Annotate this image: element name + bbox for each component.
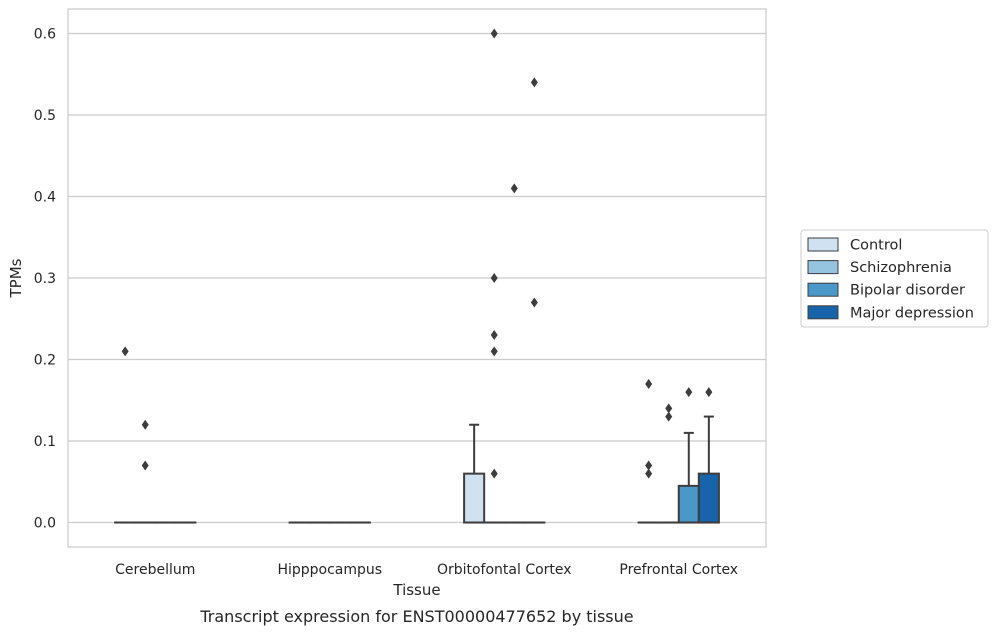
y-tick-label: 0.4 — [34, 189, 56, 205]
outlier-point — [490, 346, 498, 357]
outlier-point — [530, 297, 538, 308]
outlier-point — [645, 460, 653, 471]
outlier-point — [705, 387, 713, 398]
outlier-point — [490, 273, 498, 283]
plot-frame — [67, 8, 767, 548]
x-tick-label: Orbitofontal Cortex — [437, 562, 572, 578]
chart-caption: Transcript expression for ENST0000047765… — [199, 607, 633, 626]
legend-frame — [800, 229, 989, 328]
y-tick-label: 0.2 — [34, 353, 56, 369]
legend: Control Schizophrenia Bipolar disorder Majo… — [800, 229, 989, 328]
legend-label: Control — [850, 238, 902, 254]
x-tick-label: Hipppocampus — [277, 562, 382, 578]
outlier-point — [121, 346, 129, 357]
legend-swatch — [807, 260, 839, 275]
y-tick-label: 0.0 — [34, 516, 56, 532]
x-tick-label: Prefrontal Cortex — [619, 562, 738, 578]
y-tick-label: 0.1 — [34, 434, 56, 450]
outlier-point — [490, 468, 498, 479]
outlier-point — [530, 77, 538, 88]
x-tick-label: Cerebellum — [115, 562, 195, 578]
outlier-point — [665, 411, 673, 422]
plot-marks — [114, 28, 720, 524]
x-axis-label: Tissue — [392, 581, 440, 599]
outlier-point — [645, 378, 653, 389]
legend-label: Major depression — [850, 305, 974, 321]
y-tick-label: 0.5 — [34, 108, 56, 124]
outlier-point — [665, 403, 673, 414]
box — [697, 472, 720, 524]
y-tick-label: 0.6 — [34, 26, 56, 42]
outlier-point — [645, 468, 653, 479]
outlier-point — [510, 183, 518, 194]
outlier-point — [685, 387, 693, 398]
legend-label: Bipolar disorder — [850, 283, 965, 299]
outlier-point — [490, 28, 498, 39]
legend-label: Schizophrenia — [850, 260, 952, 276]
outlier-point — [141, 419, 149, 430]
legend-swatch — [807, 237, 839, 252]
x-axis-ticks: Cerebellum Hipppocampus Orbitofontal Corte… — [115, 562, 738, 578]
grid-lines — [68, 32, 766, 524]
outlier-point — [490, 330, 498, 341]
y-axis-ticks: 0.0 0.1 0.2 0.3 0.4 0.5 0.6 — [34, 26, 56, 531]
y-tick-label: 0.3 — [34, 271, 56, 287]
box — [463, 472, 486, 524]
legend-swatch — [807, 305, 839, 320]
box — [677, 484, 700, 524]
y-axis-label: TPMs — [7, 258, 25, 298]
outlier-point — [141, 460, 149, 471]
legend-swatch — [807, 282, 839, 297]
